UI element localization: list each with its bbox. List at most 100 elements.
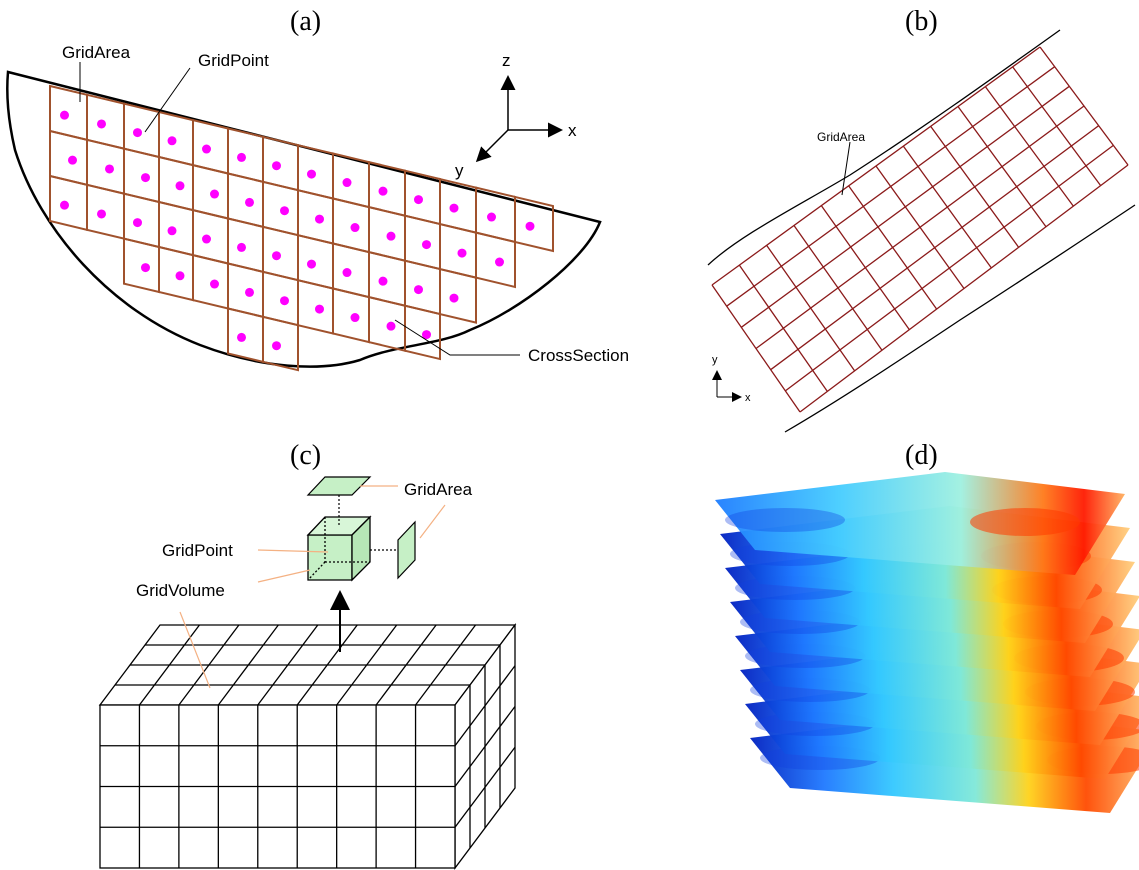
grid-point <box>237 242 246 252</box>
grid-point <box>133 128 142 138</box>
grid-point <box>133 218 142 228</box>
heatmap-hotspot <box>970 508 1080 536</box>
grid-point <box>68 155 77 165</box>
grid-volume-label-c: GridVolume <box>136 581 225 600</box>
grid-point <box>272 161 281 171</box>
grid-point <box>97 209 106 219</box>
grid-area-side-square <box>397 520 416 580</box>
grid-area-cell <box>297 278 334 335</box>
grid-point <box>487 212 496 222</box>
grid-point-label: GridPoint <box>198 51 269 70</box>
grid-point <box>386 231 396 241</box>
grid-point <box>97 119 106 129</box>
grid-point <box>105 164 114 174</box>
grid-area-cell <box>368 295 406 352</box>
grid-point <box>378 276 388 286</box>
grid-point <box>449 293 459 303</box>
y-axis-label: y <box>455 161 464 180</box>
grid-point <box>141 173 150 183</box>
grid-point <box>141 263 150 273</box>
grid-point <box>307 259 316 269</box>
grid-point <box>202 234 211 244</box>
grid-area-leader-b <box>841 141 851 196</box>
panel-d-label: (d) <box>905 440 938 471</box>
heatmap-coldspot <box>725 508 845 532</box>
bank-lower <box>784 204 1136 433</box>
grid-points <box>60 110 535 351</box>
grid-area-leader-c2 <box>419 504 446 539</box>
panel-c-label: (c) <box>290 440 321 471</box>
grid-area-cell <box>158 155 194 212</box>
grid-volume-block <box>98 623 517 870</box>
cross-section-outline <box>6 70 602 368</box>
grid-point-label-c: GridPoint <box>162 541 233 560</box>
mesh-line <box>711 46 1041 286</box>
grid-point <box>280 206 289 216</box>
z-axis-label: z <box>502 51 511 70</box>
mesh-line <box>726 66 1056 307</box>
grid-point-leader <box>144 67 191 133</box>
grid-point <box>378 186 388 196</box>
grid-point <box>237 152 246 162</box>
grid-area-cell <box>86 183 125 240</box>
grid-area-cell <box>227 307 264 364</box>
grid-point <box>414 195 423 205</box>
grid-point <box>457 248 467 258</box>
x-axis-label: x <box>568 121 577 140</box>
grid-point <box>280 296 289 306</box>
grid-area-cell <box>49 174 88 232</box>
grid-point <box>307 169 316 179</box>
grid-point <box>175 271 185 281</box>
grid-point <box>315 214 324 224</box>
grid-point <box>167 226 177 236</box>
grid-area-cell <box>404 304 441 361</box>
grid-point <box>210 279 219 289</box>
grid-point <box>414 285 423 295</box>
grid-area-label-b: GridArea <box>817 130 865 144</box>
grid-point <box>210 189 219 199</box>
mesh-line <box>755 105 1085 350</box>
bank-upper <box>707 29 1061 266</box>
mesh-line <box>799 164 1129 413</box>
grid-point <box>495 257 504 267</box>
grid-volume-leader-c <box>257 569 311 583</box>
panel-c: (c) GridArea GridPoint GridVolume <box>98 440 517 870</box>
grid-area-cell <box>475 231 516 289</box>
b-x-axis-label: x <box>745 392 751 404</box>
grid-point <box>525 221 535 231</box>
grid-point <box>350 313 360 323</box>
grid-area-label-c: GridArea <box>404 480 473 499</box>
grid-point <box>167 136 177 146</box>
grid-point <box>315 304 324 314</box>
cross-section-label: CrossSection <box>528 346 629 365</box>
grid-area-cell <box>123 237 160 294</box>
grid-point <box>237 332 246 342</box>
grid-point <box>272 341 281 351</box>
cross-section-leader <box>394 319 520 356</box>
panel-b-label: (b) <box>905 6 938 37</box>
grid-point-leader-c <box>257 549 329 553</box>
heatmap-layer <box>715 472 1125 575</box>
grid-point <box>272 251 281 261</box>
grid-point <box>342 268 352 278</box>
grid-area-top-square <box>306 476 372 496</box>
grid-area-label: GridArea <box>62 43 131 62</box>
grid-point <box>60 200 69 210</box>
grid-point <box>386 321 396 331</box>
grid-area-cell <box>332 287 370 344</box>
grid-point <box>245 197 254 207</box>
grid-area-cells <box>49 84 554 372</box>
grid-point <box>202 144 211 154</box>
grid-point <box>422 240 431 250</box>
grid-point <box>245 287 254 297</box>
stacked-heatmap-layers <box>715 472 1139 813</box>
grid-area-mesh <box>711 46 1129 413</box>
grid-point <box>342 178 352 188</box>
mesh-line <box>784 144 1114 392</box>
y-axis <box>475 129 509 163</box>
panel-a-label: (a) <box>290 6 321 37</box>
panel-b: (b) GridArea y x <box>707 6 1136 433</box>
mesh-line <box>770 125 1100 371</box>
grid-area-cell <box>514 195 554 253</box>
